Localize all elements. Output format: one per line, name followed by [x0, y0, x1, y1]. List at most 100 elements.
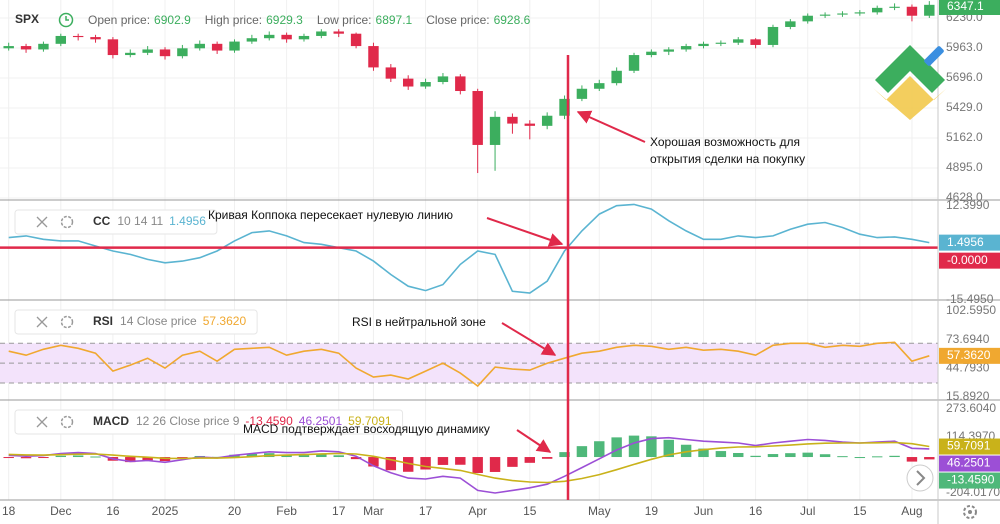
- histogram-bar: [837, 456, 848, 458]
- histogram-bar: [906, 457, 918, 462]
- settings-button[interactable]: [963, 505, 977, 519]
- value-box: [939, 234, 1000, 251]
- value-box-label: 46.2501: [947, 456, 991, 470]
- header-label: Close price:: [426, 13, 489, 27]
- histogram-bar: [889, 455, 900, 458]
- candle-body: [159, 49, 171, 57]
- histogram-bar: [489, 457, 501, 472]
- candle-body: [385, 67, 397, 79]
- value-box: [939, 472, 1000, 489]
- x-tick-label: 18: [2, 504, 16, 518]
- histogram-bar: [594, 441, 605, 458]
- candle-body: [3, 46, 14, 49]
- candle-body: [402, 78, 414, 87]
- histogram-bar: [576, 446, 588, 458]
- annotation-text: открытия сделки на покупку: [650, 152, 805, 166]
- histogram-bar: [541, 457, 553, 459]
- value-box-label: 59.7091: [947, 439, 991, 453]
- legend-box: [14, 409, 404, 435]
- clock-icon: [58, 12, 74, 28]
- indicator: [3, 435, 935, 494]
- indicator-line: [8, 441, 930, 484]
- y-tick-label: 12.3990: [946, 198, 990, 212]
- candle-body: [646, 51, 657, 56]
- candle-body: [264, 34, 275, 39]
- close-icon[interactable]: [36, 316, 48, 328]
- candle-body: [38, 43, 49, 50]
- y-tick-label: 5429.0: [946, 100, 983, 114]
- candle-body: [924, 4, 935, 16]
- candle-body: [125, 52, 136, 56]
- close-icon[interactable]: [36, 216, 48, 228]
- candle-body: [837, 13, 848, 15]
- histogram-bar: [72, 455, 84, 458]
- histogram-bar: [524, 457, 536, 463]
- y-tick-label: 5162.0: [946, 130, 983, 144]
- y-tick-label: 5696.0: [946, 70, 983, 84]
- x-tick-label: 15: [853, 504, 867, 518]
- value-box: [939, 347, 1000, 364]
- histogram-bar: [20, 457, 32, 459]
- histogram-bar: [420, 457, 431, 470]
- settings-icon[interactable]: [60, 215, 74, 229]
- x-tick-label: Apr: [468, 504, 487, 518]
- marks-layer: [0, 1, 938, 494]
- histogram-bar: [246, 453, 258, 458]
- annotation-text: Кривая Коппока пересекает нулевую линию: [208, 208, 453, 222]
- histogram-bar: [368, 457, 379, 467]
- value-box-label: -0.0000: [947, 253, 988, 267]
- scroll-button[interactable]: [906, 464, 934, 492]
- y-tick-label: 5963.0: [946, 40, 983, 54]
- x-tick-label: 17: [419, 504, 433, 518]
- value-box-label: 6347.1: [947, 0, 984, 13]
- histogram-bar: [559, 452, 570, 458]
- candle-body: [767, 26, 779, 45]
- header-label: Open price:: [88, 13, 150, 27]
- histogram-bar: [785, 453, 796, 458]
- indicator-value: 57.3620: [203, 314, 247, 328]
- candle-body: [889, 6, 900, 8]
- candle-body: [142, 49, 153, 53]
- candle-body: [177, 48, 188, 57]
- header-value: 6928.6: [494, 13, 531, 27]
- y-tick-label: 73.6940: [946, 332, 990, 346]
- header-value: 6929.3: [266, 13, 303, 27]
- y-tick-label: 15.8920: [946, 389, 990, 403]
- close-icon[interactable]: [36, 416, 48, 428]
- indicator-legend: RSI 14 Close price 57.3620: [14, 309, 258, 335]
- indicator-name: MACD: [93, 414, 129, 428]
- x-tick-label: 19: [645, 504, 659, 518]
- candle-body: [785, 21, 796, 27]
- candle-body: [611, 70, 622, 84]
- candle-body: [20, 46, 32, 50]
- header-label: Low price:: [317, 13, 372, 27]
- annotation-arrow: [516, 429, 552, 453]
- settings-icon[interactable]: [60, 415, 74, 429]
- x-tick-label: 16: [106, 504, 120, 518]
- x-tick-label: 2025: [152, 504, 179, 518]
- histogram-bar: [767, 454, 779, 458]
- indicator-value: 1.4956: [169, 214, 206, 228]
- settings-icon[interactable]: [60, 315, 74, 329]
- histogram-bar: [316, 454, 327, 458]
- y-tick-label: 102.5950: [946, 303, 996, 317]
- header-label: High price:: [205, 13, 262, 27]
- indicator: [8, 203, 930, 294]
- histogram-bar: [38, 457, 49, 459]
- candle-body: [524, 123, 536, 126]
- candle-body: [281, 34, 292, 40]
- candle-body: [489, 116, 501, 145]
- indicator-params: 10 14 11: [117, 214, 163, 228]
- candle-body: [854, 12, 866, 14]
- indicator-params: 14 Close price: [120, 314, 197, 328]
- indicator-legend: CC 10 14 11 1.4956: [14, 209, 218, 235]
- indicator-name: RSI: [93, 314, 113, 328]
- candle-body: [211, 43, 223, 51]
- value-box-label: 57.3620: [947, 348, 991, 362]
- y-tick-label: 44.7930: [946, 361, 990, 375]
- histogram-bar: [3, 457, 14, 459]
- histogram-bar: [333, 455, 344, 458]
